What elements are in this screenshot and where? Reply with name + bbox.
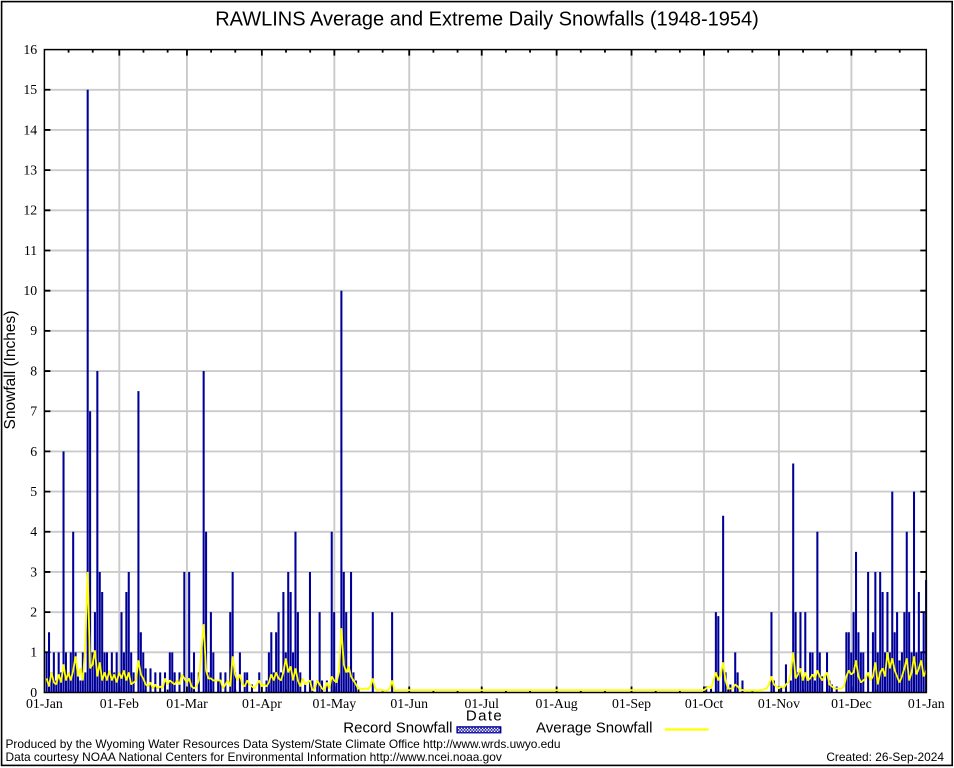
svg-text:01-Jul: 01-Jul (464, 696, 499, 711)
svg-text:7: 7 (30, 404, 37, 419)
svg-text:1: 1 (30, 645, 37, 660)
svg-text:3: 3 (30, 564, 37, 579)
svg-text:Snowfall (Inches): Snowfall (Inches) (2, 311, 19, 430)
svg-text:Data courtesy NOAA National Ce: Data courtesy NOAA National Centers for … (6, 750, 502, 764)
svg-text:4: 4 (30, 524, 37, 539)
svg-text:10: 10 (23, 283, 37, 298)
svg-text:01-Nov: 01-Nov (758, 696, 800, 711)
svg-text:01-Apr: 01-Apr (242, 696, 282, 711)
svg-text:01-Oct: 01-Oct (685, 696, 723, 711)
svg-text:6: 6 (30, 444, 37, 459)
svg-text:Record Snowfall: Record Snowfall (343, 719, 452, 736)
svg-text:14: 14 (23, 122, 37, 137)
svg-text:2: 2 (30, 604, 37, 619)
svg-text:16: 16 (23, 42, 37, 57)
svg-text:01-Jan: 01-Jan (908, 696, 945, 711)
svg-text:01-Mar: 01-Mar (166, 696, 208, 711)
svg-text:0: 0 (30, 685, 37, 700)
svg-text:01-Jun: 01-Jun (390, 696, 428, 711)
svg-text:01-May: 01-May (312, 696, 356, 711)
svg-text:Created: 26-Sep-2024: Created: 26-Sep-2024 (826, 750, 944, 764)
svg-text:5: 5 (30, 484, 37, 499)
svg-text:01-Dec: 01-Dec (831, 696, 872, 711)
svg-text:12: 12 (23, 203, 37, 218)
svg-text:01-Sep: 01-Sep (612, 696, 651, 711)
svg-text:RAWLINS Average and Extreme Da: RAWLINS Average and Extreme Daily Snowfa… (215, 9, 759, 31)
svg-text:01-Aug: 01-Aug (536, 696, 578, 711)
svg-text:11: 11 (24, 243, 37, 258)
svg-text:13: 13 (23, 162, 37, 177)
svg-text:Produced by the Wyoming Water: Produced by the Wyoming Water Resources … (6, 737, 561, 751)
svg-text:15: 15 (23, 82, 37, 97)
svg-text:Average Snowfall: Average Snowfall (536, 719, 652, 736)
svg-text:8: 8 (30, 363, 37, 378)
svg-text:Date: Date (466, 707, 503, 724)
svg-text:01-Jan: 01-Jan (26, 696, 63, 711)
svg-text:9: 9 (30, 323, 37, 338)
svg-text:01-Feb: 01-Feb (100, 696, 139, 711)
